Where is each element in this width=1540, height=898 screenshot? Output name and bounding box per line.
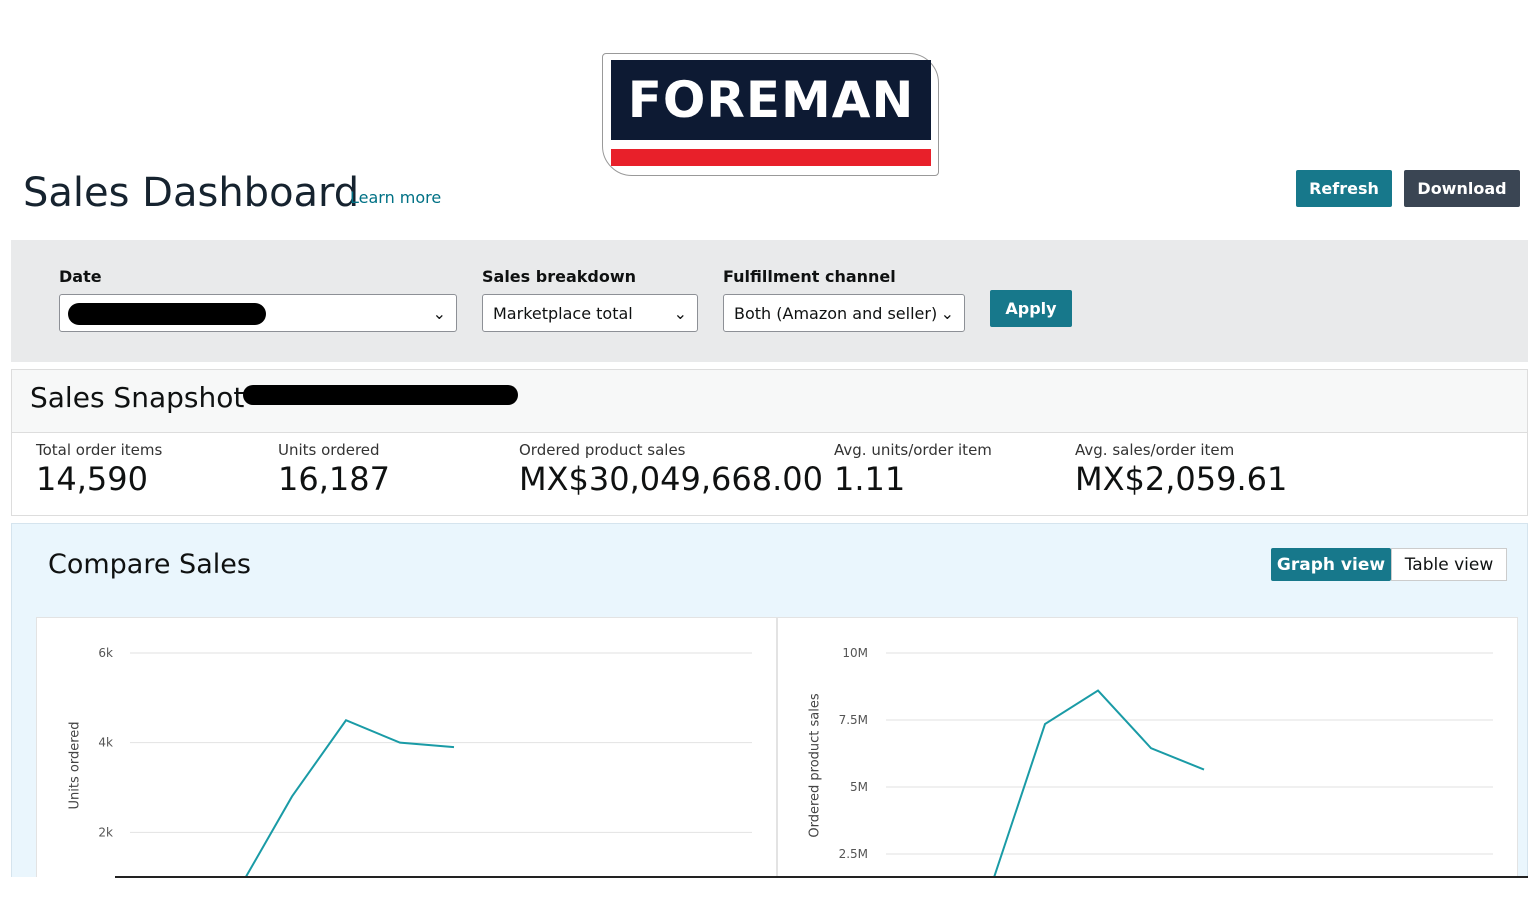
metric-value: MX$30,049,668.00 bbox=[519, 460, 823, 498]
compare-title: Compare Sales bbox=[48, 549, 251, 580]
charts: 2k 4k 6k Units ordered 2.5M 5M 7.5M 10M Ordered … bbox=[68, 646, 1493, 877]
metric-value: 1.11 bbox=[834, 460, 906, 498]
data-line bbox=[993, 689, 1205, 877]
bottom-edge bbox=[0, 877, 1540, 898]
logo: FOREMAN bbox=[602, 53, 939, 176]
learn-more-link[interactable]: Learn more bbox=[350, 188, 442, 207]
select-value: Both (Amazon and seller) bbox=[734, 303, 938, 323]
breakdown-select[interactable]: Marketplace total ⌄ bbox=[482, 294, 698, 332]
y-axis-label: Units ordered bbox=[68, 722, 83, 810]
metric-value: 16,187 bbox=[278, 460, 390, 498]
snapshot-panel: Sales Snapshot bbox=[11, 369, 1528, 516]
graph-view-toggle[interactable]: Graph view bbox=[1271, 548, 1391, 581]
metric-label: Total order items bbox=[36, 441, 163, 459]
y-tick-label: 2k bbox=[98, 825, 113, 839]
download-button[interactable]: Download bbox=[1404, 170, 1520, 207]
date-select[interactable]: ⌄ bbox=[59, 294, 457, 332]
y-tick-label: 2.5M bbox=[839, 847, 868, 861]
metric-label: Avg. sales/order item bbox=[1075, 441, 1235, 459]
divider bbox=[115, 876, 1528, 878]
data-line bbox=[244, 719, 455, 877]
y-tick-label: 5M bbox=[850, 780, 868, 794]
y-tick-label: 6k bbox=[98, 646, 113, 660]
metric-label: Units ordered bbox=[278, 441, 380, 459]
channel-select[interactable]: Both (Amazon and seller) ⌄ bbox=[723, 294, 965, 332]
metric-label: Ordered product sales bbox=[519, 441, 686, 459]
metric-value: 14,590 bbox=[36, 460, 148, 498]
y-axis-label: Ordered product sales bbox=[808, 693, 823, 838]
filter-label: Sales breakdown bbox=[482, 267, 636, 286]
snapshot-title: Sales Snapshot bbox=[30, 381, 245, 414]
select-value: Marketplace total bbox=[493, 303, 633, 323]
filter-label: Date bbox=[59, 267, 102, 286]
metric-value: MX$2,059.61 bbox=[1075, 460, 1288, 498]
y-tick-label: 10M bbox=[842, 646, 868, 660]
page-title: Sales Dashboard bbox=[23, 170, 360, 216]
filter-label: Fulfillment channel bbox=[723, 267, 896, 286]
y-tick-label: 7.5M bbox=[839, 713, 868, 727]
metric-label: Avg. units/order item bbox=[834, 441, 992, 459]
apply-button[interactable]: Apply bbox=[990, 290, 1072, 327]
refresh-button[interactable]: Refresh bbox=[1296, 170, 1392, 207]
y-tick-label: 4k bbox=[98, 736, 113, 750]
logo-text: FOREMAN bbox=[627, 71, 915, 129]
table-view-toggle[interactable]: Table view bbox=[1391, 548, 1507, 581]
